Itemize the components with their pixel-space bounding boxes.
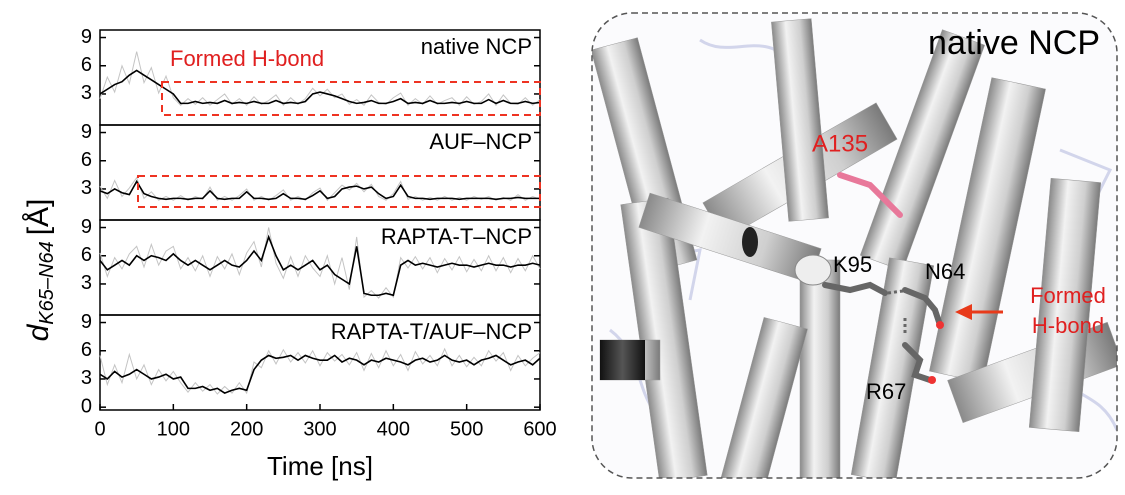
y-tick-label: 6	[81, 244, 92, 266]
x-tick-label: 0	[94, 418, 105, 440]
panel-label: native NCP	[421, 34, 532, 59]
data-line	[99, 227, 541, 299]
x-tick-label: 100	[157, 418, 190, 440]
x-tick-label: 500	[450, 418, 483, 440]
annotation: Formed	[1030, 283, 1106, 308]
image-frame	[591, 12, 1118, 479]
data-line	[99, 234, 541, 297]
residue-label: R67	[866, 379, 906, 404]
x-tick-label: 200	[230, 418, 263, 440]
y-label-subscript: K65–N64	[36, 241, 58, 324]
panel-label: RAPTA-T–NCP	[381, 224, 532, 249]
y-axis-label: dK65–N64 [Å]	[22, 199, 58, 342]
molecular-image	[592, 13, 1117, 478]
residue-label: N64	[925, 259, 965, 284]
y-tick-label: 3	[81, 367, 92, 389]
residue-label: A135	[812, 130, 868, 157]
y-label-symbol: d	[22, 323, 55, 341]
image-title: native NCP	[928, 24, 1100, 62]
x-tick-label: 300	[303, 418, 336, 440]
residue-label: K95	[833, 252, 872, 277]
y-tick-label: 6	[81, 54, 92, 76]
y-tick-label: 6	[81, 149, 92, 171]
data-line	[99, 354, 541, 394]
y-tick-label: 9	[81, 311, 92, 333]
annotation: Formed H-bond	[170, 46, 324, 71]
arrow-head	[955, 304, 972, 320]
y-tick-label: 9	[81, 216, 92, 238]
data-line	[99, 176, 541, 202]
data-line	[99, 347, 541, 395]
panel-label: AUF–NCP	[429, 129, 532, 154]
y-tick-label: 3	[81, 82, 92, 104]
panel-label: RAPTA-T/AUF–NCP	[331, 319, 532, 344]
y-tick-label: 9	[81, 121, 92, 143]
y-tick-label: 0	[81, 395, 92, 417]
y-tick-label: 9	[81, 26, 92, 48]
y-tick-label: 6	[81, 339, 92, 361]
annotation: H-bond	[1032, 313, 1104, 338]
y-tick-label: 3	[81, 177, 92, 199]
data-line	[99, 179, 540, 201]
x-axis-label: Time [ns]	[267, 451, 373, 481]
highlight-box	[161, 81, 541, 116]
y-tick-label: 3	[81, 272, 92, 294]
x-tick-label: 600	[523, 418, 556, 440]
time-series-panels: 3 6 9 native NCP Formed H-bond 3 6 9 AUF–NCP 3 6 9 R…	[81, 26, 557, 481]
data-line	[99, 69, 541, 105]
data-line	[99, 51, 541, 107]
x-tick-label: 400	[377, 418, 410, 440]
y-label-unit: [Å]	[22, 199, 55, 236]
